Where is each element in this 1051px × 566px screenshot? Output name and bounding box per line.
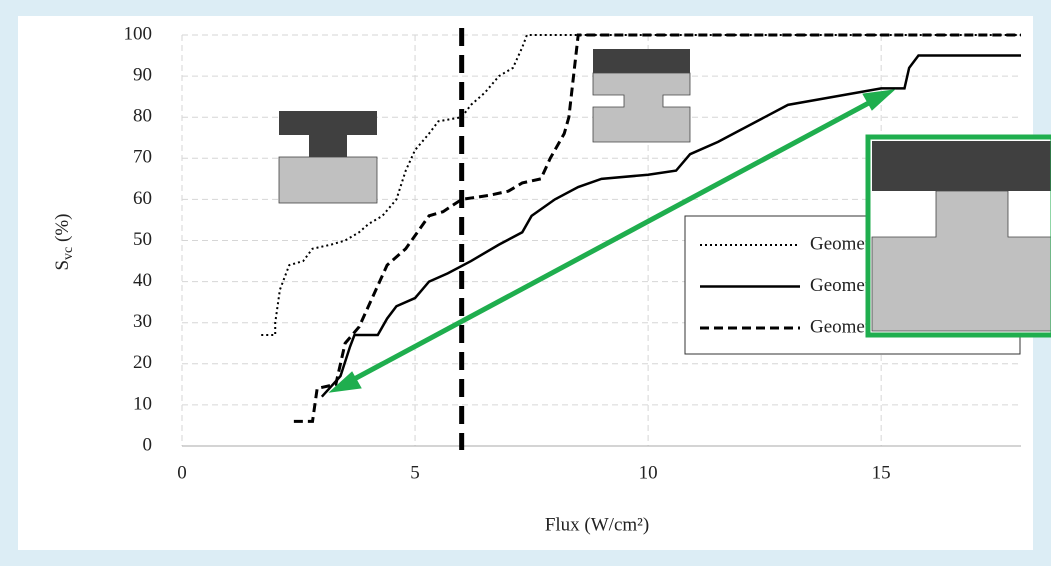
x-tick-label: 0 xyxy=(177,462,187,483)
y-tick-label: 10 xyxy=(133,393,152,414)
y-tick-label: 30 xyxy=(133,311,152,332)
y-label-main: S xyxy=(52,260,73,271)
x-axis-label: Flux (W/cm²) xyxy=(545,514,649,535)
y-tick-label: 0 xyxy=(143,434,153,455)
x-tick-label: 15 xyxy=(872,462,891,483)
y-label-rest: (%) xyxy=(52,213,73,246)
zoom-box xyxy=(865,134,1051,338)
y-tick-label: 100 xyxy=(124,23,153,44)
y-tick-label: 70 xyxy=(133,147,152,168)
y-tick-label: 20 xyxy=(133,352,152,373)
x-tick-label: 5 xyxy=(410,462,420,483)
y-tick-label: 80 xyxy=(133,106,152,127)
y-tick-label: 40 xyxy=(133,270,152,291)
arrow xyxy=(328,89,896,393)
y-tick-label: 60 xyxy=(133,188,152,209)
y-tick-label: 50 xyxy=(133,229,152,250)
y-axis-label: Svc (%) xyxy=(52,213,76,270)
y-tick-label: 90 xyxy=(133,64,152,85)
x-tick-label: 10 xyxy=(639,462,658,483)
geometry-icon-3 xyxy=(592,49,691,143)
series-line xyxy=(320,54,1021,398)
geometry-icon-1 xyxy=(278,111,378,204)
y-label-sub: vc xyxy=(61,247,76,260)
series-line xyxy=(293,33,1021,423)
series-line xyxy=(261,34,1021,337)
